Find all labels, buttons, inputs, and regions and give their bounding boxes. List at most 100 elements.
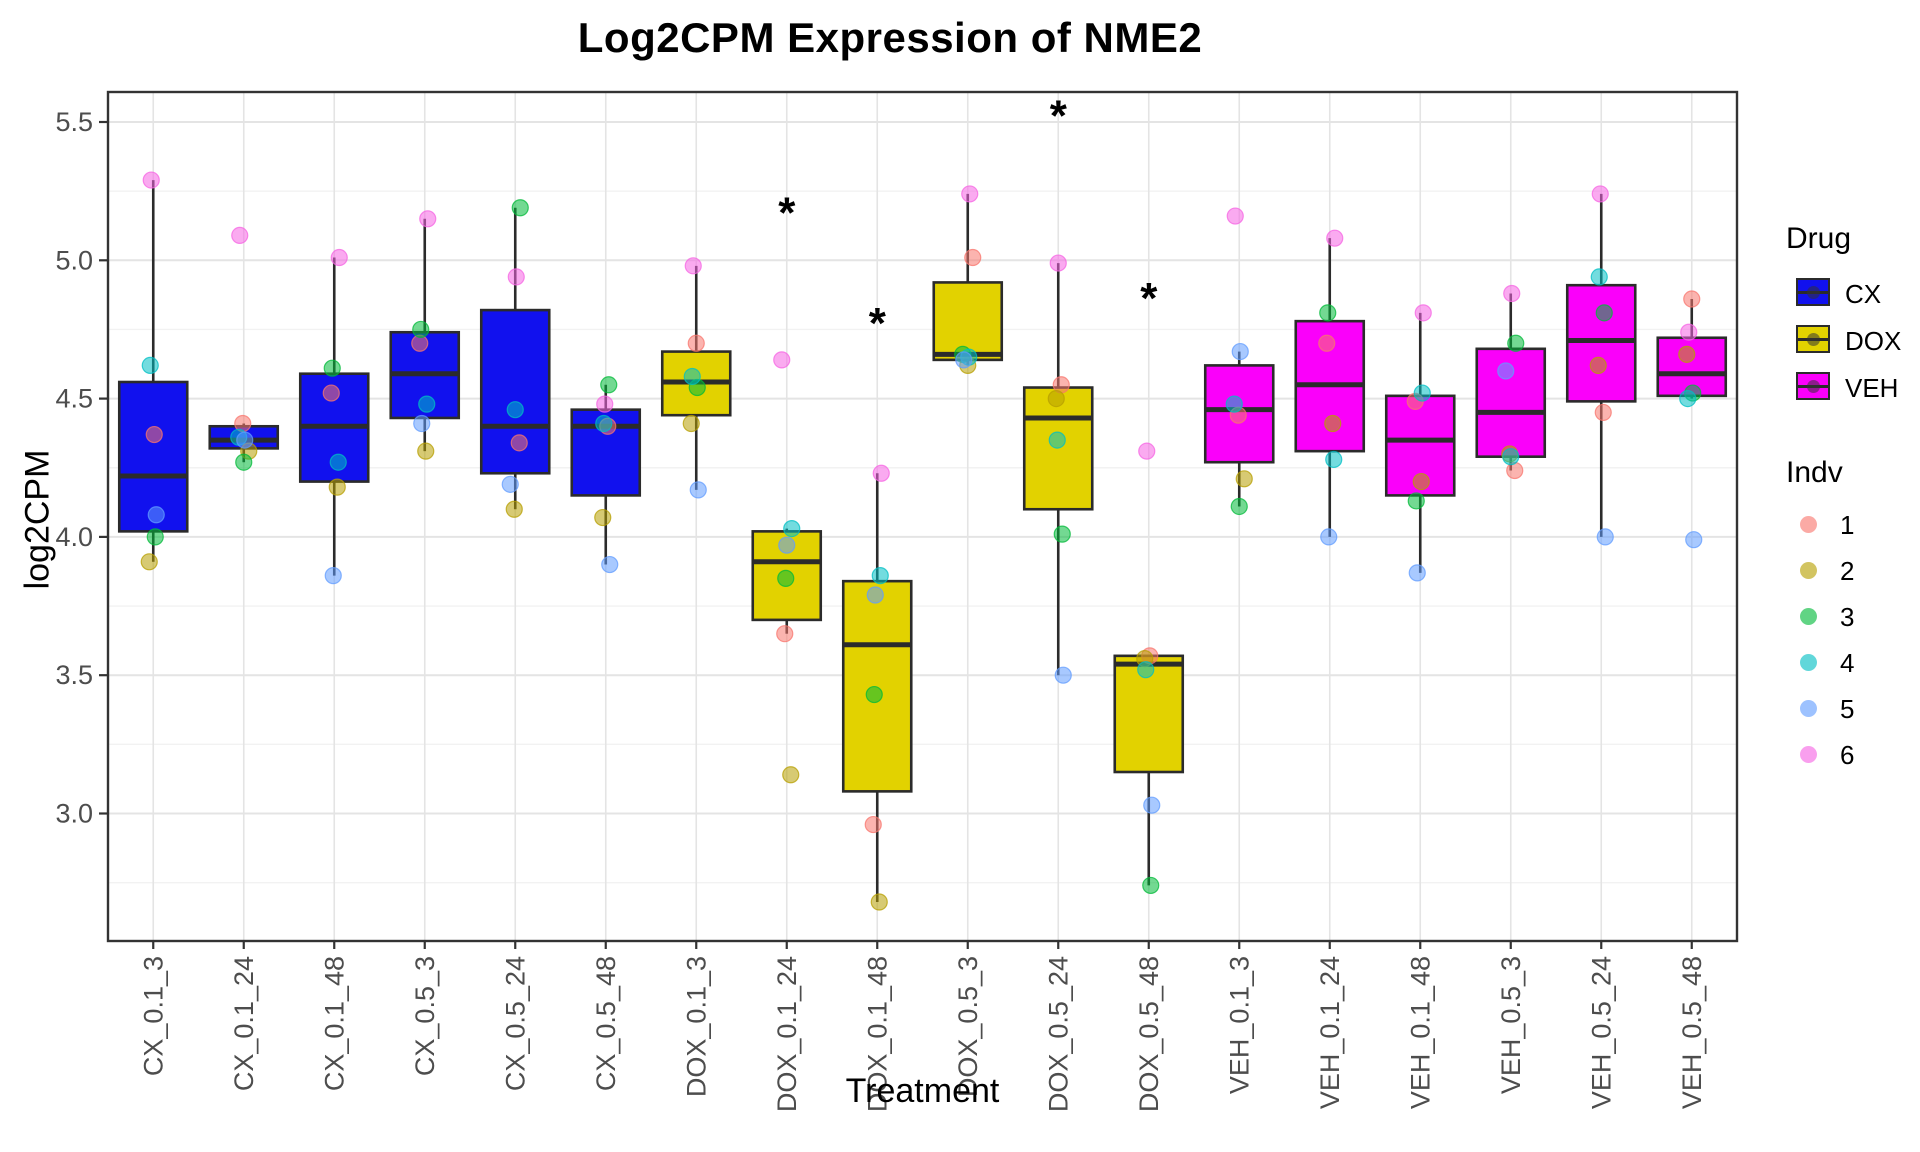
point-indv4-VEH_0.5_24 [1590,268,1608,286]
point-indv6-VEH_0.1_3 [1226,207,1244,225]
point-indv2-VEH_0.5_48 [1678,345,1696,363]
point-indv4-VEH_0.5_48 [1679,390,1697,408]
point-indv5-DOX_0.5_24 [1054,666,1072,684]
point-indv2-CX_0.5_3 [417,442,435,460]
x-tick-label-VEH_0.5_3: VEH_0.5_3 [1496,956,1526,1094]
point-indv2-DOX_0.1_3 [682,414,700,433]
x-tick-label-VEH_0.5_48: VEH_0.5_48 [1677,956,1707,1109]
legend-key-point [1807,333,1820,346]
point-indv5-CX_0.1_3 [147,506,165,524]
point-indv6-VEH_0.5_3 [1503,284,1521,303]
point-indv6-DOX_0.1_48 [872,464,890,482]
legend-key-VEH [1796,362,1830,410]
point-indv6-VEH_0.1_48 [1414,304,1432,322]
x-tick-label-CX_0.5_3: CX_0.5_3 [410,956,440,1076]
x-tick-label-VEH_0.1_24: VEH_0.1_24 [1315,956,1345,1109]
point-indv2-CX_0.1_48 [328,478,346,496]
legend-dot-indv-4 [1800,654,1817,671]
point-indv4-CX_0.5_48 [595,414,613,433]
significance-asterisk-DOX_0.1_48: * [869,299,887,348]
point-indv1-DOX_0.5_3 [964,248,982,267]
point-indv3-VEH_0.1_24 [1319,304,1337,322]
box-DOX_0.1_48 [841,579,913,793]
point-indv5-DOX_0.1_3 [689,481,707,499]
point-indv1-VEH_0.1_24 [1318,334,1336,352]
point-indv5-CX_0.5_48 [601,555,619,574]
point-indv4-DOX_0.1_3 [683,367,701,386]
y-tick-label: 4.0 [55,522,93,552]
legend-dot-indv-5 [1800,700,1817,717]
point-indv2-CX_0.5_24 [505,500,523,518]
point-indv5-VEH_0.5_24 [1596,528,1614,546]
legend-label-drug-VEH: VEH [1845,373,1899,403]
panel-border [106,90,1739,943]
point-indv6-DOX_0.1_3 [684,257,702,275]
point-indv3-CX_0.5_3 [412,320,430,339]
point-indv5-DOX_0.5_3 [955,351,973,369]
legend-dot-indv-1 [1800,516,1817,533]
x-tick-label-CX_0.5_24: CX_0.5_24 [500,956,530,1091]
point-indv4-DOX_0.1_48 [871,567,889,585]
x-tick-label-VEH_0.1_48: VEH_0.1_48 [1405,956,1435,1109]
x-tick-label-DOX_0.1_24: DOX_0.1_24 [772,956,802,1112]
point-indv1-CX_0.1_3 [145,425,163,444]
y-tick-label: 4.5 [55,384,93,414]
point-indv6-DOX_0.5_24 [1049,254,1067,272]
point-indv2-CX_0.5_48 [594,508,612,527]
legend-title-indv: Indv [1786,456,1843,489]
legend-label-indv-2: 2 [1840,556,1855,586]
legend-label-indv-5: 5 [1840,694,1855,724]
point-indv1-VEH_0.5_48 [1683,290,1701,308]
point-indv1-CX_0.1_48 [322,384,340,402]
point-indv2-VEH_0.1_48 [1412,472,1430,491]
point-indv5-VEH_0.1_3 [1231,342,1249,361]
point-indv6-CX_0.5_3 [419,210,437,228]
legend-dot-indv-6 [1800,746,1817,763]
point-indv5-DOX_0.1_48 [866,586,884,604]
y-tick-label: 3.0 [55,799,93,829]
legend-label-indv-6: 6 [1840,740,1855,770]
point-indv3-VEH_0.5_24 [1595,304,1613,322]
point-indv5-CX_0.1_24 [236,431,254,449]
point-indv4-CX_0.5_24 [506,401,524,419]
legend-key-DOX [1796,315,1830,363]
point-indv3-DOX_0.1_48 [865,685,883,704]
point-indv5-VEH_0.5_3 [1497,362,1515,380]
legend-key-wrap-CX [1796,266,1830,318]
point-indv6-VEH_0.5_48 [1680,323,1698,341]
x-tick-label-CX_0.1_24: CX_0.1_24 [229,956,259,1091]
box-VEH_0.5_24 [1565,283,1637,403]
point-indv3-VEH_0.1_48 [1407,492,1425,510]
point-indv6-CX_0.1_48 [330,248,348,267]
point-indv4-DOX_0.5_24 [1048,431,1066,449]
y-tick-label: 5.5 [55,107,93,137]
point-indv3-CX_0.1_3 [146,528,164,546]
significance-asterisk-DOX_0.5_24: * [1050,91,1068,140]
x-tick-label-DOX_0.1_48: DOX_0.1_48 [862,956,892,1112]
point-indv4-DOX_0.5_48 [1137,661,1155,679]
point-indv4-CX_0.1_3 [141,356,159,375]
legend-label-drug-CX: CX [1845,279,1882,309]
panel-background [108,92,1737,941]
point-indv3-DOX_0.1_24 [777,569,795,587]
x-tick-label-DOX_0.5_3: DOX_0.5_3 [953,956,983,1097]
point-indv1-DOX_0.1_3 [687,334,705,352]
significance-asterisk-DOX_0.5_48: * [1140,274,1158,323]
x-tick-label-CX_0.1_3: CX_0.1_3 [138,956,168,1076]
x-tick-label-CX_0.1_48: CX_0.1_48 [319,956,349,1091]
point-indv4-VEH_0.1_48 [1413,384,1431,402]
legend-dot-indv-2 [1800,562,1817,579]
point-indv1-DOX_0.1_24 [776,625,794,643]
y-axis-title: log2CPM [18,449,57,590]
legend-label-indv-3: 3 [1840,602,1855,632]
point-indv6-VEH_0.1_24 [1326,229,1344,247]
point-indv3-CX_0.5_48 [600,376,618,394]
point-indv5-CX_0.1_48 [324,567,342,585]
point-indv5-VEH_0.1_48 [1408,564,1426,582]
point-indv5-DOX_0.5_48 [1143,796,1161,814]
point-indv5-VEH_0.1_24 [1320,528,1338,546]
legend-key-CX [1796,268,1830,316]
legend-key-wrap-VEH [1796,360,1830,412]
point-indv5-CX_0.5_3 [413,414,431,433]
